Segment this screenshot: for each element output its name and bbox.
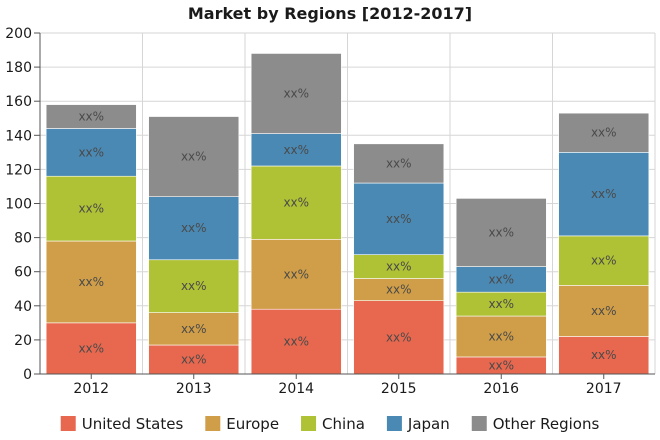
bar-segment (250, 133, 342, 167)
segment-label: xx% (181, 221, 207, 235)
legend-label: China (322, 415, 365, 433)
bar-segment (45, 104, 137, 129)
y-tick-label: 160 (5, 94, 32, 110)
bar-segment (558, 285, 650, 337)
segment-label: xx% (488, 297, 514, 311)
bar-segment (250, 239, 342, 310)
y-tick-label: 120 (5, 162, 32, 178)
segment-label: xx% (78, 341, 104, 355)
bar-segment (558, 152, 650, 237)
segment-label: xx% (78, 275, 104, 289)
segment-label: xx% (591, 348, 617, 362)
bar-segment (250, 53, 342, 134)
y-tick-label: 140 (5, 128, 32, 144)
x-tick-label: 2012 (73, 381, 109, 397)
y-tick-label: 80 (14, 231, 32, 247)
segment-label: xx% (386, 156, 412, 170)
legend-item: United States (60, 415, 184, 433)
segment-label: xx% (386, 283, 412, 297)
bar-segment (353, 300, 445, 375)
legend-label: Europe (226, 415, 279, 433)
chart-title: Market by Regions [2012-2017] (188, 4, 472, 23)
segment-label: xx% (488, 329, 514, 343)
bar-segment (558, 112, 650, 153)
x-tick-label: 2017 (586, 381, 622, 397)
y-tick-label: 100 (5, 197, 32, 213)
segment-label: xx% (591, 126, 617, 140)
legend-item: Europe (205, 415, 279, 433)
x-tick-label: 2016 (483, 381, 519, 397)
legend-item: Japan (386, 415, 450, 433)
bar-segment (45, 240, 137, 324)
segment-label: xx% (181, 279, 207, 293)
bar-segment (250, 308, 342, 375)
legend-item: China (301, 415, 365, 433)
segment-label: xx% (78, 145, 104, 159)
legend-label: Japan (407, 415, 450, 433)
legend-swatch (471, 416, 487, 431)
y-tick-label: 20 (14, 333, 32, 349)
segment-label: xx% (591, 254, 617, 268)
segment-label: xx% (386, 212, 412, 226)
legend-label: Other Regions (493, 415, 600, 433)
bar-segment (148, 259, 240, 313)
legend: United States Europe China Japan Other Regio… (60, 415, 600, 433)
legend-swatch (60, 416, 76, 431)
bar-segment (558, 235, 650, 286)
x-tick-label: 2014 (278, 381, 314, 397)
bar-segment (148, 312, 240, 346)
segment-label: xx% (591, 187, 617, 201)
bar-segment (45, 128, 137, 177)
segment-label: xx% (181, 353, 207, 367)
bar-segment (148, 116, 240, 197)
segment-label: xx% (283, 335, 309, 349)
bar-segment (250, 165, 342, 240)
segment-label: xx% (591, 304, 617, 318)
bar-segment (45, 175, 137, 242)
segment-label: xx% (283, 143, 309, 157)
bar-segment (455, 315, 547, 358)
bar-segment (148, 196, 240, 261)
bars: xx% xx% xx% xx% xx% xx% xx% xx% xx% xx% xx% xx% xx% x… (45, 53, 650, 375)
bar-segment (455, 266, 547, 293)
segment-label: xx% (181, 322, 207, 336)
y-tick-label: 200 (5, 26, 32, 42)
legend-swatch (205, 416, 221, 431)
segment-label: xx% (283, 267, 309, 281)
y-tick-label: 0 (23, 367, 32, 383)
bar-segment (455, 198, 547, 267)
segment-label: xx% (283, 196, 309, 210)
axes: 0 20 40 60 80 100 120 140 160 180 200 2012 2013 2014 2… (5, 26, 655, 397)
segment-label: xx% (488, 358, 514, 372)
segment-label: xx% (488, 272, 514, 286)
legend-item: Other Regions (471, 415, 600, 433)
bar-segment (558, 336, 650, 375)
legend-swatch (301, 416, 317, 431)
y-tick-label: 60 (14, 265, 32, 281)
segment-label: xx% (386, 330, 412, 344)
legend-label: United States (82, 415, 184, 433)
legend-swatch (386, 416, 402, 431)
segment-label: xx% (283, 87, 309, 101)
y-tick-label: 180 (5, 60, 32, 76)
segment-label: xx% (181, 150, 207, 164)
segment-label: xx% (488, 225, 514, 239)
bar-segment (353, 182, 445, 255)
segment-label: xx% (386, 260, 412, 274)
x-tick-label: 2015 (381, 381, 417, 397)
y-tick-label: 40 (14, 299, 32, 315)
segment-label: xx% (78, 202, 104, 216)
segment-label: xx% (78, 110, 104, 124)
bar-segment (353, 143, 445, 184)
x-tick-label: 2013 (176, 381, 212, 397)
